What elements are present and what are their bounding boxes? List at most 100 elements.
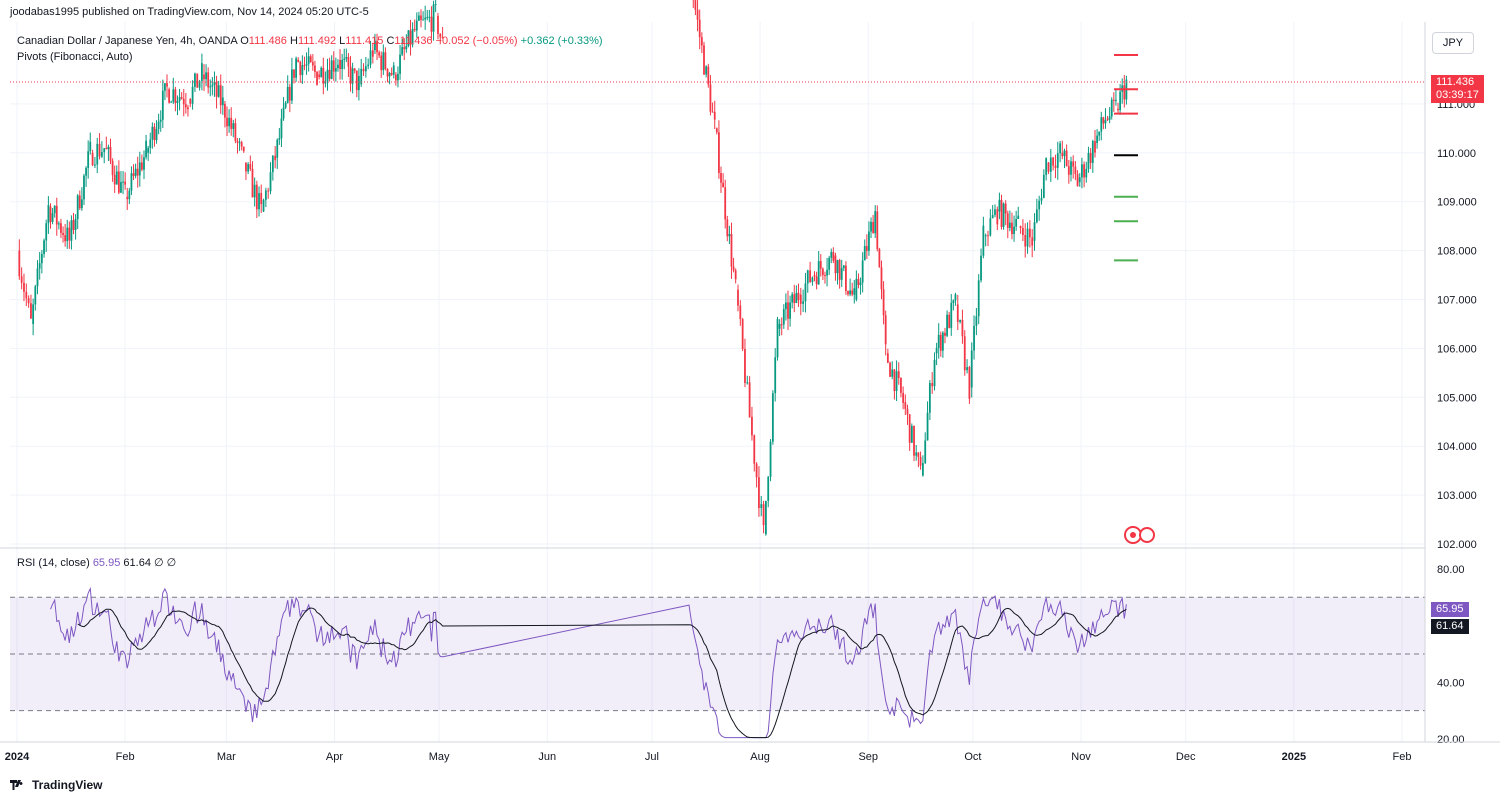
candle-body <box>397 73 399 81</box>
candle-body <box>728 234 731 237</box>
candle-body <box>153 126 156 141</box>
candle-body <box>320 67 323 78</box>
candle-body <box>353 68 356 71</box>
candle-body <box>187 107 189 110</box>
candle-body <box>937 334 940 348</box>
candle-body <box>49 206 52 222</box>
candle-body <box>849 290 851 295</box>
candle-body <box>987 235 989 237</box>
candle-body <box>264 190 267 200</box>
rsi-empty-2: ∅ <box>166 557 177 569</box>
candle-body <box>236 140 239 143</box>
candle-body <box>1031 237 1034 246</box>
candle-body <box>703 45 705 75</box>
candle-body <box>813 275 816 277</box>
candle-body <box>806 270 809 284</box>
price-tick-label: 106.000 <box>1437 343 1477 355</box>
time-tick-label: Aug <box>750 751 770 763</box>
candles <box>18 0 1128 536</box>
price-grid <box>10 22 1425 742</box>
rsi-legend[interactable]: RSI (14, close) 65.95 61.64 ∅ ∅ <box>17 556 176 569</box>
candle-body <box>880 267 883 290</box>
time-tick-label: Mar <box>217 751 236 763</box>
candle-body <box>853 288 856 295</box>
event-markers-icon <box>1124 526 1155 544</box>
candle-body <box>113 174 116 185</box>
candle-body <box>799 294 802 304</box>
candle-body <box>341 59 344 69</box>
candle-body <box>755 463 758 478</box>
candle-body <box>1042 174 1045 198</box>
tradingview-logo-icon <box>10 780 23 790</box>
candle-body <box>1035 209 1038 223</box>
candle-body <box>1033 222 1036 241</box>
candle-body <box>83 175 85 200</box>
candle-body <box>809 270 811 282</box>
candle-body <box>1094 141 1096 153</box>
candle-body <box>432 4 435 32</box>
candle-body <box>1015 219 1018 227</box>
candle-body <box>857 278 860 285</box>
candle-body <box>247 164 250 172</box>
candle-body <box>230 117 233 129</box>
candle-body <box>744 348 746 383</box>
candle-body <box>390 73 393 75</box>
candle-body <box>718 132 720 174</box>
candle-body <box>117 171 120 193</box>
candle-body <box>267 190 270 192</box>
symbol-legend[interactable]: Canadian Dollar / Japanese Yen, 4h, OAND… <box>17 33 603 65</box>
candle-body <box>895 371 898 392</box>
indicator-label[interactable]: Pivots (Fibonacci, Auto) <box>17 51 133 63</box>
candle-body <box>136 168 139 176</box>
candle-body <box>741 319 744 349</box>
candle-body <box>36 268 39 287</box>
candle-body <box>726 219 729 237</box>
currency-button[interactable]: JPY <box>1432 32 1474 54</box>
tradingview-brand[interactable]: TradingView <box>10 778 102 792</box>
candle-body <box>1117 108 1119 111</box>
candle-body <box>900 377 902 393</box>
candle-body <box>159 119 162 122</box>
candle-body <box>276 139 279 158</box>
candle-body <box>1054 165 1057 168</box>
candle-body <box>1078 177 1081 183</box>
time-tick-label: Apr <box>326 751 343 763</box>
candle-body <box>161 90 164 120</box>
candle-body <box>1074 166 1077 175</box>
candle-body <box>411 28 414 45</box>
candle-body <box>196 73 199 88</box>
candle-body <box>1108 116 1111 120</box>
candle-body <box>386 68 389 77</box>
candle-body <box>694 0 697 10</box>
candle-body <box>309 56 312 63</box>
candle-body <box>870 221 872 232</box>
candle-body <box>226 117 228 127</box>
candle-body <box>700 37 703 46</box>
candle-body <box>394 74 397 81</box>
candle-body <box>933 359 936 387</box>
time-tick-label: Oct <box>964 751 981 763</box>
candle-body <box>758 477 760 508</box>
candle-body <box>76 195 79 219</box>
candle-body <box>917 452 920 457</box>
candle-body <box>140 162 143 170</box>
candle-body <box>51 213 54 222</box>
ohlc-open: 111.486 <box>248 35 287 47</box>
candle-body <box>91 152 94 166</box>
price-tick-label: 103.000 <box>1437 490 1477 502</box>
symbol-title: Canadian Dollar / Japanese Yen, 4h, OAND… <box>17 35 238 47</box>
candle-body <box>1067 166 1070 175</box>
candle-body <box>149 139 152 148</box>
candle-body <box>166 83 168 87</box>
ohlc-change: −0.052 (−0.05%) <box>435 35 518 47</box>
candle-body <box>1024 235 1027 247</box>
time-tick-label: May <box>429 751 450 763</box>
rsi-ma-badge: 61.64 <box>1431 619 1469 634</box>
candle-body <box>970 350 973 388</box>
rsi-band <box>10 596 1425 712</box>
time-tick-label: Jul <box>645 751 659 763</box>
candle-body <box>80 199 83 209</box>
candle-body <box>1070 161 1072 175</box>
candle-body <box>291 69 293 101</box>
